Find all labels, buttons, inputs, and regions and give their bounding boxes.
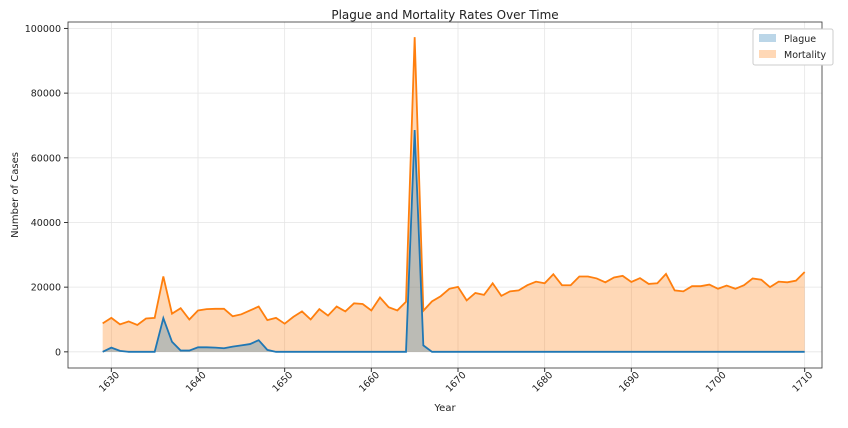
legend-swatch-plague: [759, 34, 776, 42]
y-tick-label: 20000: [31, 283, 61, 294]
x-tick-label: 1660: [357, 370, 382, 395]
plot-frame: [67, 21, 823, 369]
y-tick-label: 0: [55, 347, 61, 358]
y-axis-label: Number of Cases: [10, 152, 21, 238]
y-tick-label: 60000: [31, 153, 61, 164]
x-tick-label: 1680: [530, 370, 555, 395]
x-tick-label: 1630: [97, 370, 122, 395]
x-tick-label: 1650: [270, 370, 295, 395]
x-tick-label: 1670: [444, 370, 469, 395]
legend-label-plague: Plague: [784, 34, 816, 45]
x-tick-label: 1640: [184, 370, 209, 395]
line-plague: [102, 129, 805, 353]
y-tick-label: 80000: [31, 89, 61, 100]
legend-box: [752, 28, 834, 66]
line-mortality: [102, 37, 806, 327]
x-tick-label: 1700: [704, 370, 729, 395]
legend-swatch-mortality: [759, 50, 776, 58]
x-tick-label: 1710: [790, 370, 815, 395]
legend-label-mortality: Mortality: [784, 50, 826, 61]
area-mortality: [102, 37, 805, 352]
chart-title: Plague and Mortality Rates Over Time: [331, 8, 558, 22]
x-tick-label: 1690: [617, 370, 642, 395]
x-axis-label: Year: [433, 403, 456, 414]
legend: Plague Mortality: [752, 28, 834, 66]
y-tick-label: 40000: [31, 218, 61, 229]
y-tick-label: 100000: [25, 24, 61, 35]
